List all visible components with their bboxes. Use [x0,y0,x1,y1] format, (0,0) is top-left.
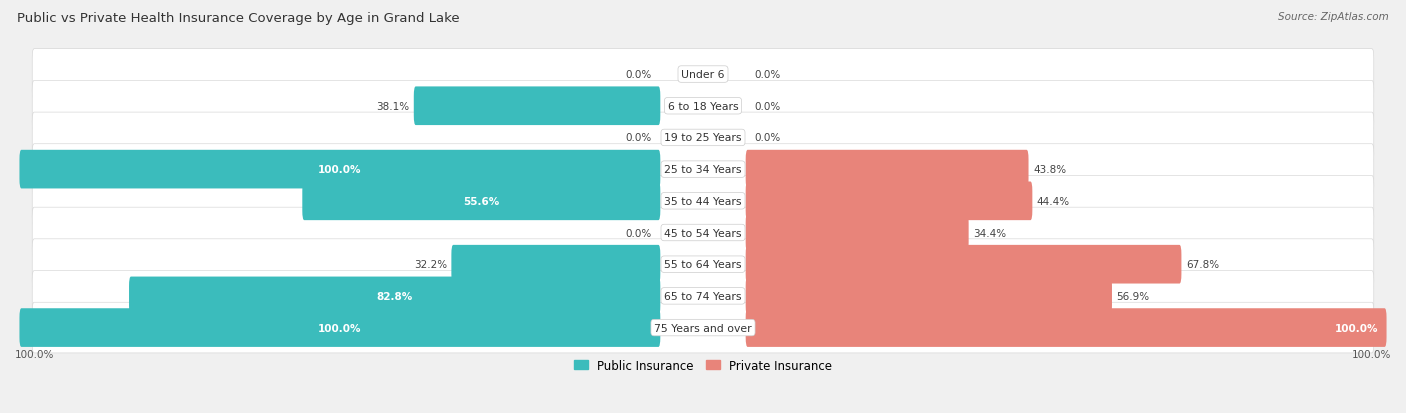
Text: 100.0%: 100.0% [318,323,361,333]
FancyBboxPatch shape [129,277,661,316]
FancyBboxPatch shape [745,150,1029,189]
FancyBboxPatch shape [745,277,1112,316]
FancyBboxPatch shape [20,309,661,347]
Text: 43.8%: 43.8% [1033,165,1066,175]
FancyBboxPatch shape [32,176,1374,227]
Text: 34.4%: 34.4% [973,228,1007,238]
Text: 0.0%: 0.0% [626,133,652,143]
Text: 6 to 18 Years: 6 to 18 Years [668,102,738,112]
FancyBboxPatch shape [302,182,661,221]
Text: 0.0%: 0.0% [754,102,780,112]
Text: 32.2%: 32.2% [413,259,447,270]
Legend: Public Insurance, Private Insurance: Public Insurance, Private Insurance [569,354,837,376]
Text: 25 to 34 Years: 25 to 34 Years [664,165,742,175]
Text: 0.0%: 0.0% [754,133,780,143]
Text: 100.0%: 100.0% [1334,323,1378,333]
Text: 82.8%: 82.8% [377,291,413,301]
FancyBboxPatch shape [745,214,969,252]
Text: 38.1%: 38.1% [377,102,409,112]
Text: Public vs Private Health Insurance Coverage by Age in Grand Lake: Public vs Private Health Insurance Cover… [17,12,460,25]
Text: 67.8%: 67.8% [1185,259,1219,270]
Text: 0.0%: 0.0% [626,228,652,238]
FancyBboxPatch shape [32,239,1374,290]
FancyBboxPatch shape [451,245,661,284]
Text: 35 to 44 Years: 35 to 44 Years [664,196,742,206]
Text: 75 Years and over: 75 Years and over [654,323,752,333]
Text: 55 to 64 Years: 55 to 64 Years [664,259,742,270]
Text: Source: ZipAtlas.com: Source: ZipAtlas.com [1278,12,1389,22]
FancyBboxPatch shape [32,271,1374,321]
Text: 56.9%: 56.9% [1116,291,1150,301]
FancyBboxPatch shape [32,81,1374,132]
Text: 44.4%: 44.4% [1036,196,1070,206]
FancyBboxPatch shape [32,208,1374,258]
FancyBboxPatch shape [32,113,1374,164]
FancyBboxPatch shape [745,309,1386,347]
Text: 19 to 25 Years: 19 to 25 Years [664,133,742,143]
Text: 100.0%: 100.0% [1351,349,1391,359]
Text: Under 6: Under 6 [682,70,724,80]
FancyBboxPatch shape [32,50,1374,100]
Text: 0.0%: 0.0% [754,70,780,80]
Text: 45 to 54 Years: 45 to 54 Years [664,228,742,238]
Text: 100.0%: 100.0% [318,165,361,175]
FancyBboxPatch shape [745,182,1032,221]
Text: 0.0%: 0.0% [626,70,652,80]
FancyBboxPatch shape [745,245,1181,284]
FancyBboxPatch shape [413,87,661,126]
FancyBboxPatch shape [32,302,1374,353]
FancyBboxPatch shape [32,145,1374,195]
Text: 100.0%: 100.0% [15,349,55,359]
FancyBboxPatch shape [20,150,661,189]
Text: 55.6%: 55.6% [463,196,499,206]
Text: 65 to 74 Years: 65 to 74 Years [664,291,742,301]
